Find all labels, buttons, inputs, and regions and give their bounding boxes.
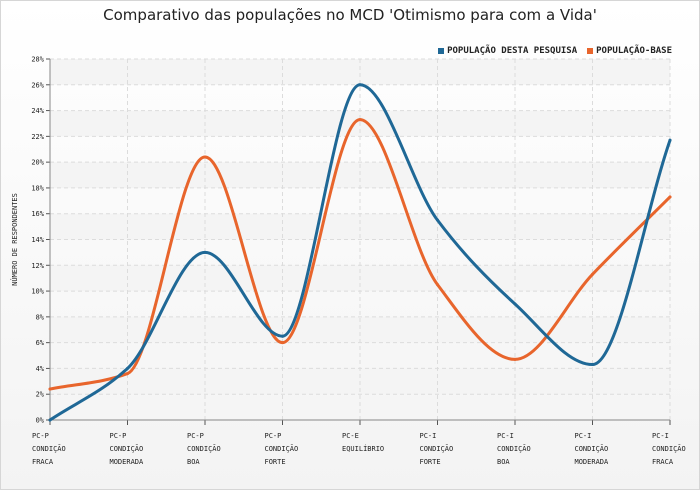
series-1-point: [203, 250, 207, 254]
series-1-point: [591, 363, 594, 367]
x-tick-label: CONDIÇÃO: [497, 444, 531, 453]
x-tick-label: BOA: [497, 458, 510, 466]
series-1-point: [668, 138, 672, 142]
x-tick-label: FORTE: [265, 458, 286, 466]
y-axis-label: NÚMERO DE RESPONDENTES: [10, 193, 19, 286]
x-tick-label: PC-P: [110, 432, 127, 440]
series-2-point: [281, 341, 284, 345]
chart-legend: POPULAÇÃO DESTA PESQUISA POPULAÇÃO-BASE: [438, 46, 672, 56]
x-tick-label: CONDIÇÃO: [265, 444, 299, 453]
y-tick-label: 2%: [36, 391, 45, 399]
x-tick-label: PC-P: [265, 432, 282, 440]
y-tick-label: 20%: [31, 159, 44, 167]
y-tick-label: 26%: [31, 81, 44, 89]
series-2-point: [126, 372, 129, 376]
x-tick-label: PC-I: [420, 432, 437, 440]
x-tick-label: PC-P: [32, 432, 49, 440]
y-tick-label: 18%: [31, 184, 44, 192]
y-tick-label: 24%: [31, 107, 44, 115]
series-1-point: [358, 83, 362, 87]
series-1-point: [436, 218, 439, 222]
series-2-point: [48, 387, 52, 391]
legend-item-series-2: POPULAÇÃO-BASE: [587, 46, 672, 56]
series-2-point: [591, 272, 594, 276]
x-tick-label: BOA: [187, 458, 200, 466]
x-tick-label: FRACA: [32, 458, 54, 466]
series-2-point: [203, 155, 207, 159]
x-tick-label: MODERADA: [575, 458, 610, 466]
series-2-point: [358, 118, 362, 122]
y-tick-label: 4%: [36, 365, 45, 373]
y-tick-label: 22%: [31, 133, 44, 141]
x-tick-label: CONDIÇÃO: [32, 444, 66, 453]
x-tick-label: EQUILÍBRIO: [342, 444, 384, 453]
x-tick-label: PC-P: [187, 432, 204, 440]
x-tick-label: CONDIÇÃO: [420, 444, 454, 453]
x-tick-label: FRACA: [652, 458, 674, 466]
series-2-point: [513, 357, 517, 361]
x-tick-label: CONDIÇÃO: [110, 444, 144, 453]
series-2-point: [668, 195, 672, 199]
x-tick-label: PC-I: [652, 432, 669, 440]
y-tick-label: 6%: [36, 339, 45, 347]
y-tick-label: 0%: [36, 417, 45, 425]
x-tick-label: FORTE: [420, 458, 441, 466]
legend-swatch-series-2: [587, 48, 594, 54]
legend-item-series-1: POPULAÇÃO DESTA PESQUISA: [438, 46, 577, 56]
y-tick-label: 12%: [31, 262, 44, 270]
x-tick-label: PC-I: [575, 432, 592, 440]
y-tick-label: 10%: [31, 288, 44, 296]
legend-label-series-2: POPULAÇÃO-BASE: [596, 46, 672, 56]
y-tick-label: 8%: [36, 313, 45, 321]
x-tick-label: PC-I: [497, 432, 514, 440]
series-1-point: [513, 302, 517, 306]
series-1-point: [281, 334, 284, 338]
x-tick-label: MODERADA: [110, 458, 145, 466]
series-line-2: [48, 118, 672, 391]
x-tick-label: CONDIÇÃO: [187, 444, 221, 453]
legend-swatch-series-1: [438, 48, 445, 54]
chart-title: Comparativo das populações no MCD 'Otimi…: [103, 6, 597, 24]
y-tick-label: 28%: [31, 56, 44, 64]
x-tick-label: CONDIÇÃO: [652, 444, 686, 453]
x-tick-label: PC-E: [342, 432, 359, 440]
series-1-point: [48, 418, 52, 422]
y-tick-label: 14%: [31, 236, 44, 244]
series-1-point: [126, 366, 129, 370]
y-tick-label: 16%: [31, 210, 44, 218]
x-tick-label: CONDIÇÃO: [575, 444, 609, 453]
series-2-point: [436, 283, 439, 287]
legend-label-series-1: POPULAÇÃO DESTA PESQUISA: [447, 46, 578, 56]
